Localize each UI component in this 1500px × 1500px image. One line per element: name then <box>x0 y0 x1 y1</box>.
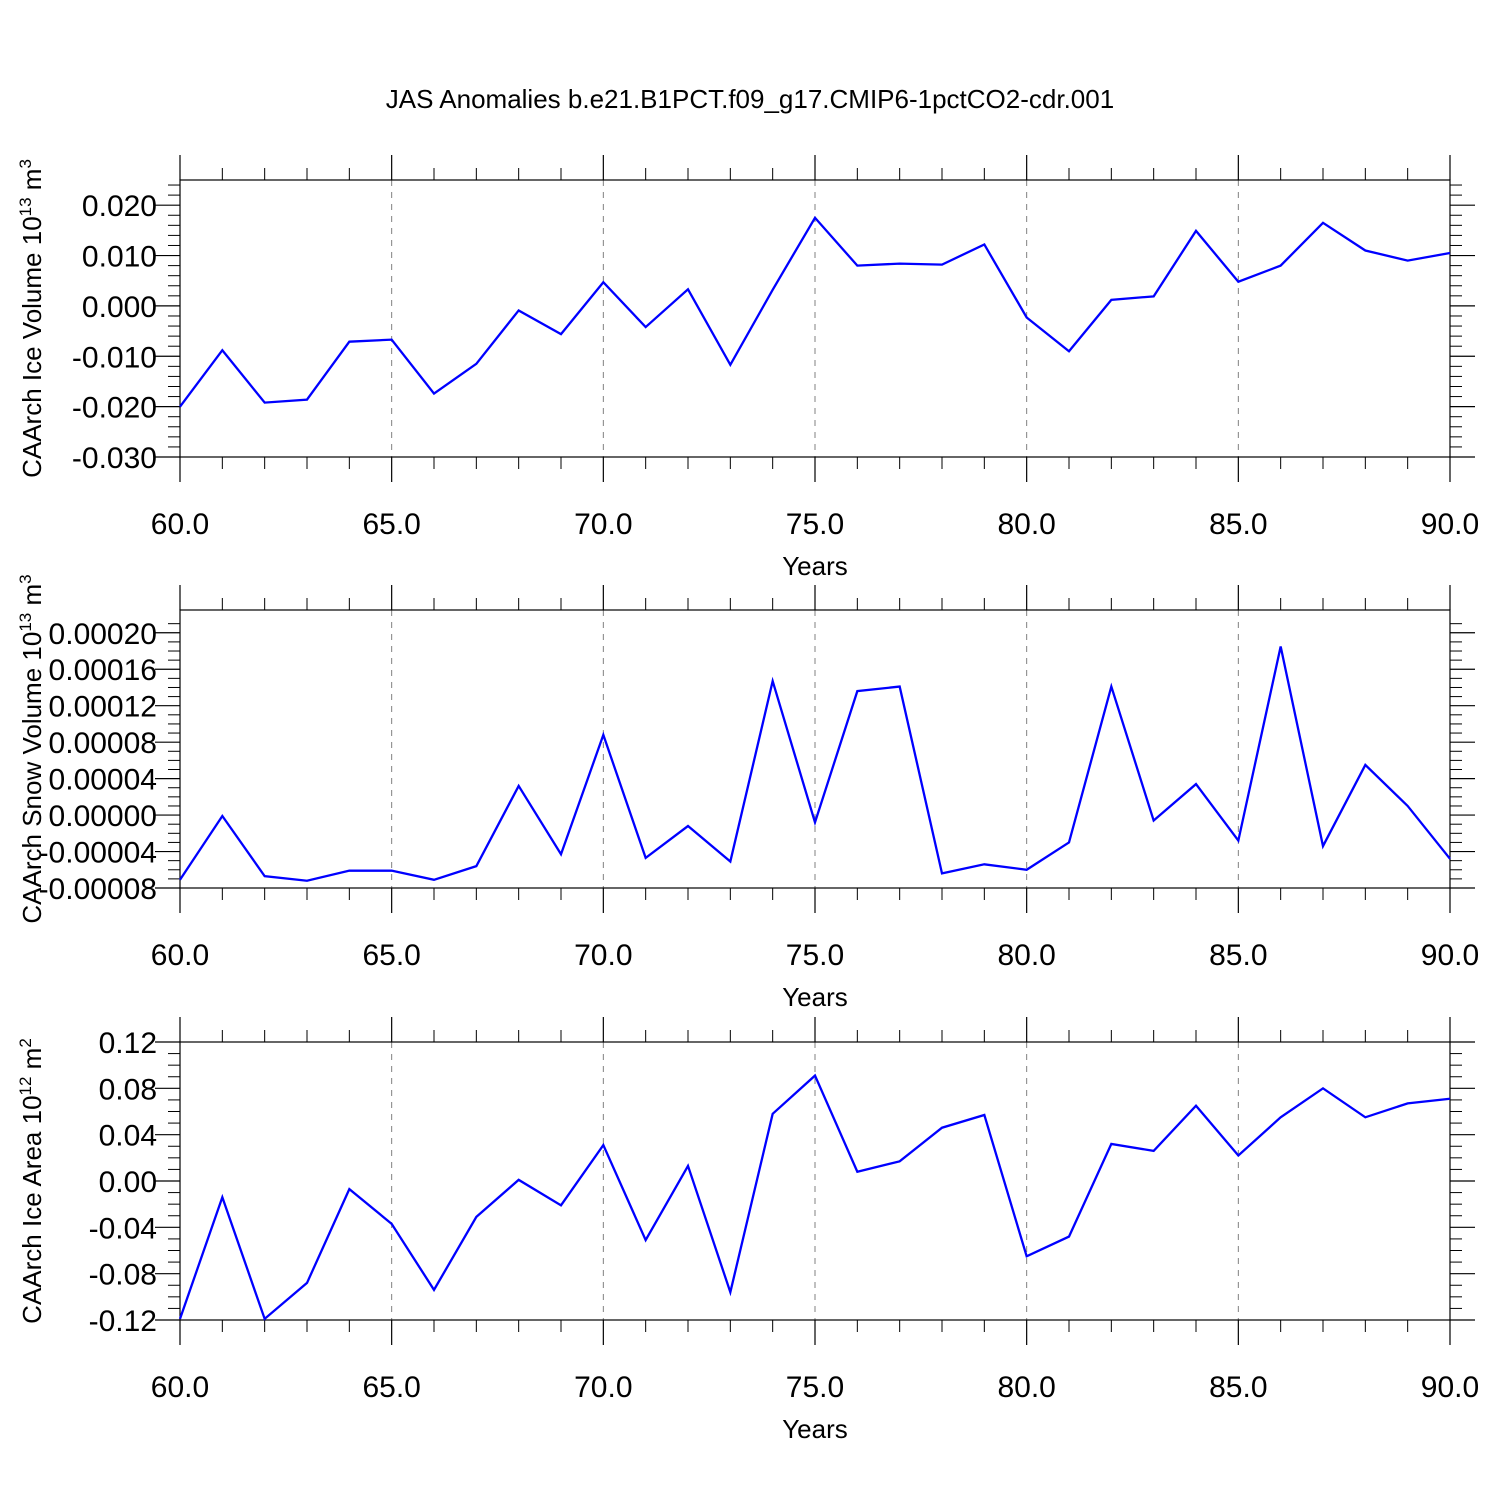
y-tick-label: 0.020 <box>82 190 157 223</box>
chart-panel-3: -0.12 -0.08 -0.04 0.00 0.04 0.08 0.12 60.0 65.0 7… <box>16 1017 1479 1444</box>
x-axis-label: Years <box>782 982 848 1012</box>
x-tick-label: 75.0 <box>786 939 844 972</box>
x-tick-label: 85.0 <box>1209 939 1267 972</box>
panels: -0.030 -0.020 -0.010 0.000 0.010 0.020 60.0 65.… <box>16 155 1479 1444</box>
y-tick-label: -0.030 <box>72 442 157 475</box>
y-tick-label: -0.00008 <box>39 873 157 906</box>
x-tick-label: 80.0 <box>997 939 1055 972</box>
series-line <box>178 1073 1451 1321</box>
y-tick-label: 0.00016 <box>49 654 157 687</box>
y-tick-label: -0.08 <box>89 1259 157 1292</box>
x-tick-label: 65.0 <box>362 939 420 972</box>
y-tick-label: -0.00004 <box>39 837 157 870</box>
y-tick-label: 0.04 <box>99 1120 157 1153</box>
x-tick-label: 90.0 <box>1421 939 1479 972</box>
x-tick-label: 65.0 <box>362 1371 420 1404</box>
y-tick-label: 0.00012 <box>49 691 157 724</box>
series-line <box>179 215 1451 408</box>
y-axis-label: CAArch Snow Volume 1013 m3 <box>16 574 47 923</box>
x-axis-label: Years <box>782 1414 848 1444</box>
chart-panel-1: -0.030 -0.020 -0.010 0.000 0.010 0.020 60.0 65.… <box>16 155 1479 581</box>
y-tick-label: -0.04 <box>89 1212 157 1245</box>
x-tick-label: 65.0 <box>362 508 420 541</box>
y-tick-label: 0.08 <box>99 1073 157 1106</box>
x-tick-label: 80.0 <box>997 508 1055 541</box>
y-axis-label: CAArch Ice Area 1012 m2 <box>16 1038 47 1324</box>
x-tick-label: 60.0 <box>151 939 209 972</box>
y-tick-label: 0.00 <box>99 1166 157 1199</box>
x-tick-label: 85.0 <box>1209 1371 1267 1404</box>
x-tick-label: 60.0 <box>151 1371 209 1404</box>
x-tick-label: 85.0 <box>1209 508 1267 541</box>
x-tick-label: 80.0 <box>997 1371 1055 1404</box>
y-tick-label: -0.010 <box>72 341 157 374</box>
y-tick-label: 0.000 <box>82 291 157 324</box>
figure-title: JAS Anomalies b.e21.B1PCT.f09_g17.CMIP6-… <box>386 84 1114 114</box>
y-tick-label: 0.00004 <box>49 764 157 797</box>
x-tick-label: 60.0 <box>151 508 209 541</box>
x-tick-label: 75.0 <box>786 1371 844 1404</box>
x-tick-label: 70.0 <box>574 508 632 541</box>
y-tick-label: 0.00020 <box>49 618 157 651</box>
y-tick-label: -0.12 <box>89 1305 157 1338</box>
x-tick-label: 90.0 <box>1421 1371 1479 1404</box>
chart-panel-2: -0.00008-0.000040.000000.000040.000080.0… <box>16 574 1479 1012</box>
x-tick-label: 90.0 <box>1421 508 1479 541</box>
x-tick-label: 70.0 <box>574 1371 632 1404</box>
y-axis-label: CAArch Ice Volume 1013 m3 <box>16 159 47 478</box>
y-tick-label: -0.020 <box>72 392 157 425</box>
x-axis-label: Years <box>782 551 848 581</box>
series-line <box>179 646 1451 882</box>
y-tick-label: 0.00008 <box>49 727 157 760</box>
x-tick-label: 70.0 <box>574 939 632 972</box>
y-tick-label: 0.010 <box>82 241 157 274</box>
y-tick-label: 0.12 <box>99 1027 157 1060</box>
y-tick-label: 0.00000 <box>49 800 157 833</box>
x-tick-label: 75.0 <box>786 508 844 541</box>
